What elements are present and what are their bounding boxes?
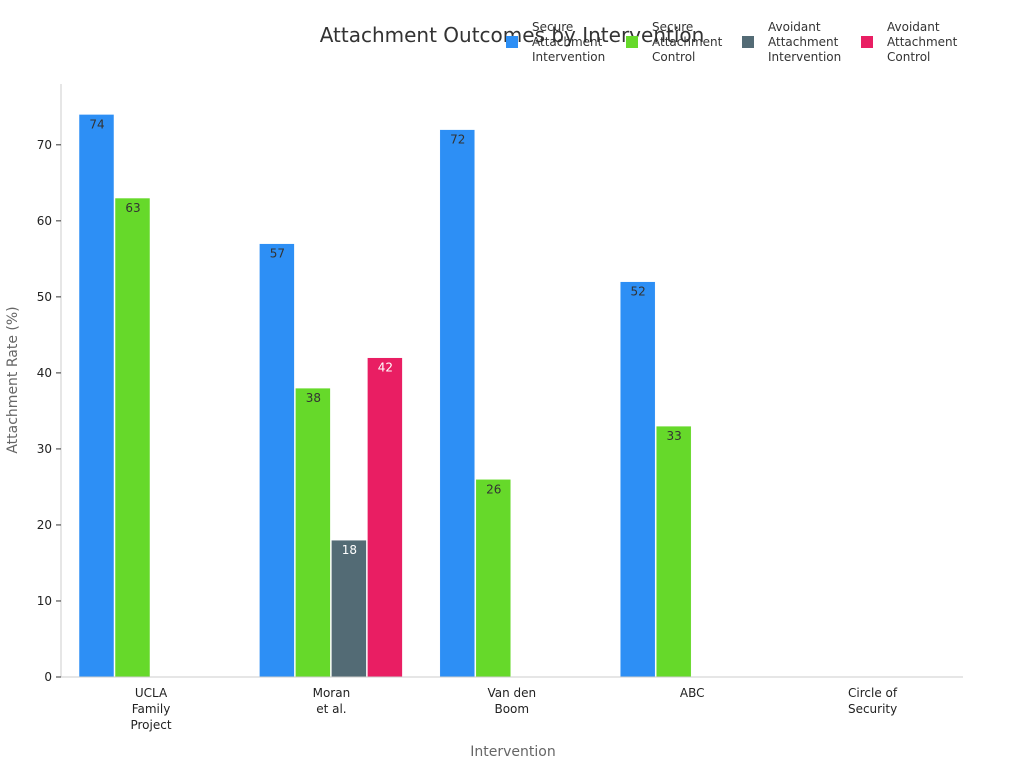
x-tick-label-line: Security [848,702,897,716]
legend-label-line: Attachment [532,35,603,49]
legend-swatch [742,36,754,48]
bar [114,197,151,678]
x-tick-label-line: Van den [487,686,536,700]
x-tick-label-line: Project [130,718,171,732]
bar-value-label: 52 [631,285,646,299]
legend-label-line: Avoidant [768,20,821,34]
legend-label-line: Attachment [768,35,839,49]
bars: 74 57 72 52 63 38 26 33 18 42 [78,114,692,678]
x-tick-label-line: Moran [313,686,351,700]
legend-label-line: Secure [532,20,573,34]
x-tick-label: ABC [680,686,705,700]
bar [367,357,403,678]
bar [295,387,331,678]
x-tick-label-line: Family [132,702,171,716]
x-tick-label: UCLA Family Project [130,686,171,732]
legend-swatch [506,36,518,48]
y-tick-label: 40 [37,366,52,380]
y-tick-label: 20 [37,518,52,532]
legend-swatch [861,36,873,48]
y-tick-label: 10 [37,594,52,608]
y-axis-title: Attachment Rate (%) [5,306,21,453]
bar [475,479,512,678]
legend-label-line: Control [887,50,930,64]
y-tick-label: 30 [37,442,52,456]
x-tick-label: Van den Boom [487,686,536,716]
bar [439,129,476,678]
legend-label-line: Attachment [652,35,723,49]
x-tick-label-line: ABC [680,686,705,700]
x-tick-label-line: Boom [494,702,529,716]
y-tick-label: 50 [37,290,52,304]
legend-label: Avoidant Attachment Control [887,20,958,64]
legend-label: Avoidant Attachment Intervention [768,20,841,64]
bar-value-label: 63 [125,201,140,215]
x-tick-label: Circle of Security [848,686,898,716]
y-tick-label: 70 [37,138,52,152]
legend-label-line: Avoidant [887,20,940,34]
x-axis: UCLA Family Project Moran et al. Van den Boom A… [61,676,963,732]
y-tick-label: 60 [37,214,52,228]
bar [331,539,367,678]
bar-value-label: 33 [667,429,682,443]
legend-label-line: Intervention [768,50,841,64]
x-tick-label-line: Circle of [848,686,898,700]
bar [259,243,295,678]
legend-label-line: Intervention [532,50,605,64]
x-tick-label-line: UCLA [135,686,168,700]
legend-label-line: Control [652,50,695,64]
bar-value-label: 42 [378,361,393,375]
x-axis-title: Intervention [470,744,555,760]
x-tick-label-line: et al. [316,702,346,716]
bar-value-label: 18 [342,543,357,557]
bar-value-label: 38 [306,391,321,405]
y-axis: 0 10 20 30 40 50 60 70 [37,84,62,684]
legend-label-line: Secure [652,20,693,34]
legend-swatch [626,36,638,48]
bar-value-label: 72 [450,133,465,147]
legend-label-line: Attachment [887,35,958,49]
bar-value-label: 26 [486,482,501,496]
bar-value-label: 57 [270,247,285,261]
x-tick-label: Moran et al. [313,686,351,716]
bar-value-label: 74 [89,117,104,131]
bar [619,281,656,678]
bar [655,425,692,678]
legend-label: Secure Attachment Intervention [532,20,605,64]
legend-label: Secure Attachment Control [652,20,723,64]
bar [78,114,115,678]
y-tick-label: 0 [44,670,52,684]
